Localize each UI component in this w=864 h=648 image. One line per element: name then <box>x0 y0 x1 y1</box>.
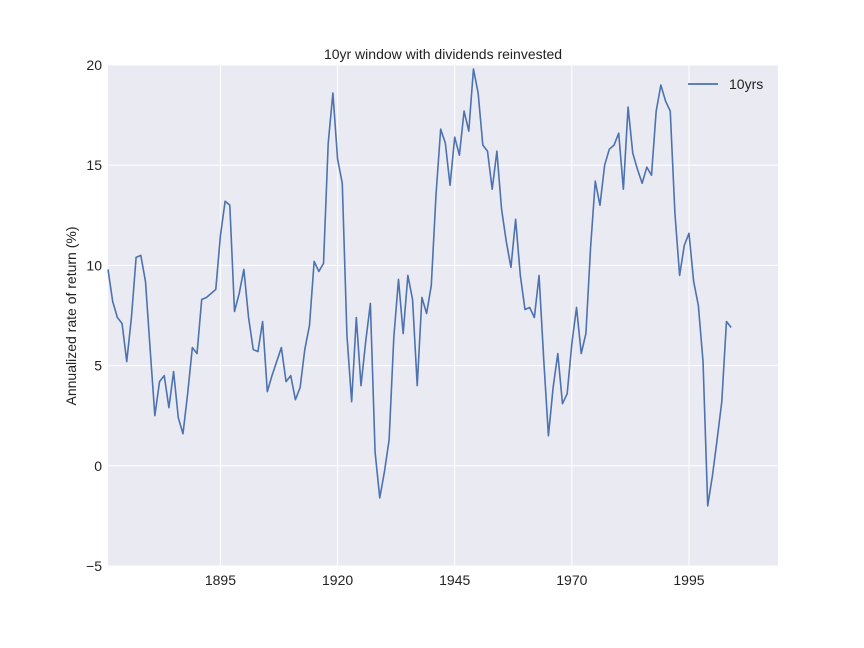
y-tick-label: 10 <box>86 257 102 273</box>
legend-label-10yrs: 10yrs <box>729 76 763 92</box>
y-tick-label: 0 <box>94 458 102 474</box>
series-line-10yrs <box>107 68 732 507</box>
y-tick-label: 20 <box>86 57 102 73</box>
y-tick-label: 15 <box>86 157 102 173</box>
plot-background <box>108 65 778 566</box>
x-tick-label: 1945 <box>439 572 470 588</box>
y-tick-label: −5 <box>86 558 102 574</box>
y-tick-label: 5 <box>94 358 102 374</box>
x-tick-label: 1920 <box>322 572 353 588</box>
x-tick-label: 1970 <box>556 572 587 588</box>
chart-title: 10yr window with dividends reinvested <box>324 46 562 62</box>
x-tick-label: 1995 <box>673 572 704 588</box>
y-axis-label: Annualized rate of return (%) <box>63 227 79 406</box>
legend: 10yrs <box>688 76 763 92</box>
x-tick-label: 1895 <box>205 572 236 588</box>
x-tick-labels: 1895 1920 1945 1970 1995 <box>205 572 705 588</box>
y-tick-labels: −5 0 5 10 15 20 <box>86 57 102 574</box>
series-layer <box>107 68 732 507</box>
